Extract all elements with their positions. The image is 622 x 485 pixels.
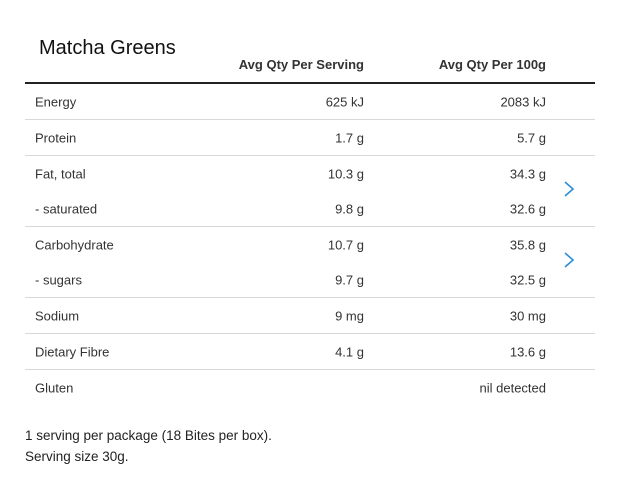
nutrition-row-sugars: - sugars 9.7 g 32.5 g	[25, 262, 595, 298]
fat-expand-chevron-icon[interactable]	[562, 180, 576, 198]
carbohydrate-expand-chevron-icon[interactable]	[562, 251, 576, 269]
row-value-100g: 32.6 g	[509, 201, 546, 217]
row-value-100g: 2083 kJ	[500, 94, 546, 110]
nutrition-row-carbohydrate: Carbohydrate 10.7 g 35.8 g	[25, 227, 595, 263]
row-divider	[25, 119, 595, 120]
row-label: Carbohydrate	[35, 237, 114, 253]
row-value-100g: 5.7 g	[517, 130, 546, 146]
row-label: Energy	[35, 94, 77, 110]
row-value-serving: 625 kJ	[325, 94, 364, 110]
row-value-100g: 35.8 g	[509, 237, 546, 253]
row-value-serving: 10.3 g	[327, 166, 364, 182]
row-value-serving: 9.8 g	[335, 201, 364, 217]
row-label: - saturated	[35, 201, 98, 217]
row-value-100g: 34.3 g	[509, 166, 546, 182]
row-divider	[25, 333, 595, 334]
serving-size-line: Serving size 30g.	[25, 449, 129, 464]
row-label: Gluten	[35, 380, 74, 396]
column-header-per-serving: Avg Qty Per Serving	[238, 57, 364, 72]
serving-info-line: 1 serving per package (18 Bites per box)…	[25, 428, 272, 443]
row-value-serving: 4.1 g	[335, 344, 364, 360]
row-value-serving: 1.7 g	[335, 130, 364, 146]
row-divider	[25, 297, 595, 298]
row-label: - sugars	[35, 272, 82, 288]
row-label: Protein	[35, 130, 77, 146]
column-header-per-100g: Avg Qty Per 100g	[438, 57, 546, 72]
nutrition-row-gluten: Gluten nil detected	[25, 370, 595, 406]
nutrition-row-dietary-fibre: Dietary Fibre 4.1 g 13.6 g	[25, 334, 595, 370]
nutrition-row-sodium: Sodium 9 mg 30 mg	[25, 298, 595, 334]
nutrition-row-saturated: - saturated 9.8 g 32.6 g	[25, 191, 595, 227]
row-value-serving: 9 mg	[335, 308, 364, 324]
row-value-100g: 32.5 g	[509, 272, 546, 288]
row-label: Fat, total	[35, 166, 86, 182]
row-value-serving: 10.7 g	[327, 237, 364, 253]
nutrition-row-fat-total: Fat, total 10.3 g 34.3 g	[25, 156, 595, 192]
row-value-100g: nil detected	[479, 380, 547, 396]
row-divider	[25, 226, 595, 227]
product-title: Matcha Greens	[39, 37, 176, 59]
row-divider	[25, 155, 595, 156]
row-value-100g: 13.6 g	[509, 344, 546, 360]
nutrition-row-energy: Energy 625 kJ 2083 kJ	[25, 84, 595, 120]
row-label: Sodium	[35, 308, 80, 324]
row-label: Dietary Fibre	[35, 344, 110, 360]
nutrition-row-protein: Protein 1.7 g 5.7 g	[25, 120, 595, 156]
row-divider	[25, 369, 595, 370]
row-value-serving: 9.7 g	[335, 272, 364, 288]
row-value-100g: 30 mg	[509, 308, 546, 324]
header-rule	[25, 82, 595, 84]
